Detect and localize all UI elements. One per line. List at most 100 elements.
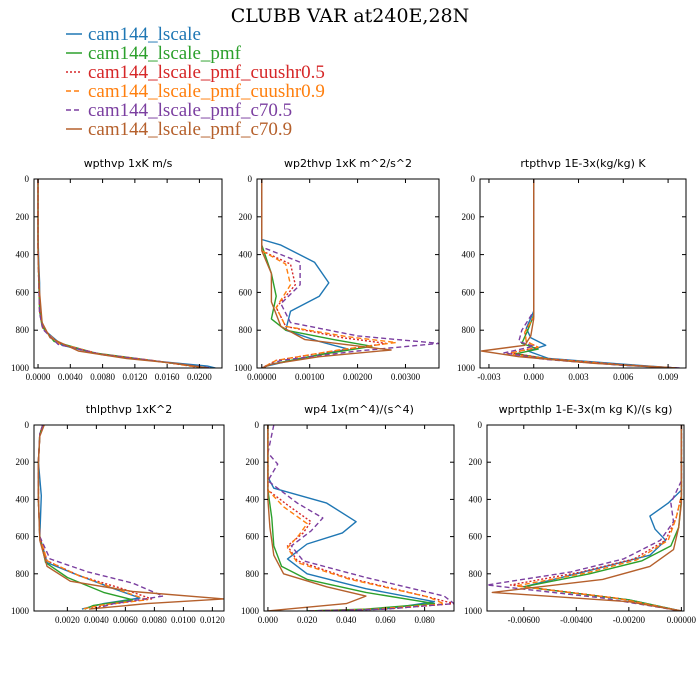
x-tick-label: 0.003 bbox=[568, 372, 589, 382]
series-line-cam144_lscale_pmf_c70.9 bbox=[267, 425, 367, 611]
x-tick-label: 0.040 bbox=[336, 615, 357, 625]
series-group bbox=[487, 425, 683, 611]
plot-frame bbox=[33, 424, 225, 612]
series-line-cam144_lscale_pmf bbox=[515, 179, 676, 368]
panel: thlpthvp 1xK^2 0 200 400 600 800 1000 0.0020 0.0… bbox=[11, 403, 225, 625]
series-line-cam144_lscale_pmf_cuushr0.9 bbox=[261, 179, 397, 368]
y-tick-label: 0 bbox=[471, 174, 476, 184]
x-tick-label: 0.0040 bbox=[58, 372, 83, 382]
series-line-cam144_lscale_pmf_c70.5 bbox=[261, 179, 439, 368]
x-tick-label: 0.0120 bbox=[122, 372, 147, 382]
series-line-cam144_lscale_pmf_cuushr0.9 bbox=[37, 425, 148, 610]
y-tick-label: 600 bbox=[246, 532, 260, 542]
series-line-cam144_lscale_pmf_c70.5 bbox=[503, 179, 681, 368]
y-tick-label: 400 bbox=[246, 494, 260, 504]
x-tick-label: 0.000 bbox=[258, 615, 279, 625]
series-line-cam144_lscale bbox=[525, 179, 676, 368]
series-line-cam144_lscale_pmf_cuushr0.9 bbox=[515, 425, 683, 611]
series-line-cam144_lscale_pmf_c70.5 bbox=[37, 425, 164, 610]
series-line-cam144_lscale bbox=[37, 179, 216, 368]
series-line-cam144_lscale_pmf_c70.9 bbox=[37, 179, 208, 368]
x-tick-label: 0.0000 bbox=[26, 372, 51, 382]
y-tick-label: 1000 bbox=[11, 363, 30, 373]
x-tick-label: -0.00600 bbox=[508, 615, 541, 625]
series-line-cam144_lscale_pmf_c70.9 bbox=[37, 425, 224, 610]
legend-entry: cam144_lscale_pmf bbox=[66, 43, 242, 64]
y-tick-label: 1000 bbox=[464, 606, 483, 616]
series-line-cam144_lscale_pmf_cuushr0.5 bbox=[267, 425, 454, 611]
x-tick-label: 0.0080 bbox=[90, 372, 115, 382]
legend-label: cam144_lscale_pmf_cuushr0.5 bbox=[88, 62, 325, 83]
series-group bbox=[37, 179, 216, 368]
panel: rtpthvp 1E-3x(kg/kg) K 0 200 400 600 800 1000-… bbox=[457, 157, 687, 382]
series-line-cam144_lscale_pmf bbox=[267, 425, 436, 611]
legend-entry: cam144_lscale_pmf_c70.9 bbox=[66, 119, 292, 140]
x-tick-label: 0.00300 bbox=[391, 372, 421, 382]
y-tick-label: 400 bbox=[16, 494, 30, 504]
panel-title: wprtpthlp 1-E-3x(m kg K)/(s kg) bbox=[499, 403, 673, 416]
x-tick-label: 0.0160 bbox=[155, 372, 180, 382]
series-line-cam144_lscale_pmf_cuushr0.5 bbox=[37, 179, 204, 368]
y-tick-label: 400 bbox=[462, 250, 476, 260]
panel: wprtpthlp 1-E-3x(m kg K)/(s kg) 0 200 400 60… bbox=[464, 403, 696, 625]
panel-title: wp4 1x(m^4)/(s^4) bbox=[304, 403, 414, 416]
y-tick-label: 600 bbox=[462, 287, 476, 297]
series-line-cam144_lscale_pmf_c70.9 bbox=[261, 179, 392, 368]
y-tick-label: 0 bbox=[25, 420, 30, 430]
y-tick-label: 600 bbox=[239, 287, 253, 297]
y-tick-label: 800 bbox=[16, 325, 30, 335]
legend-entry: cam144_lscale bbox=[66, 24, 201, 45]
y-tick-label: 0 bbox=[255, 420, 260, 430]
y-tick-label: 200 bbox=[239, 212, 253, 222]
series-group bbox=[267, 425, 454, 611]
series-line-cam144_lscale_pmf_cuushr0.9 bbox=[267, 425, 445, 611]
legend-label: cam144_lscale_pmf_cuushr0.9 bbox=[88, 81, 325, 102]
series-line-cam144_lscale bbox=[37, 425, 141, 610]
legend-label: cam144_lscale bbox=[88, 24, 201, 45]
plot-frame bbox=[479, 178, 687, 369]
x-tick-label: -0.00200 bbox=[613, 615, 646, 625]
x-tick-label: 0.0120 bbox=[200, 615, 225, 625]
series-group bbox=[480, 179, 681, 368]
legend-label: cam144_lscale_pmf_c70.9 bbox=[88, 119, 292, 140]
x-tick-label: -0.00400 bbox=[560, 615, 593, 625]
legend-entry: cam144_lscale_pmf_cuushr0.5 bbox=[66, 62, 325, 83]
y-tick-label: 800 bbox=[469, 569, 483, 579]
series-line-cam144_lscale_pmf_c70.5 bbox=[487, 425, 683, 611]
legend-label: cam144_lscale_pmf_c70.5 bbox=[88, 100, 292, 121]
plot-frame bbox=[256, 178, 440, 369]
x-tick-label: 0.00000 bbox=[247, 372, 277, 382]
series-line-cam144_lscale bbox=[267, 425, 436, 611]
series-group bbox=[261, 179, 439, 368]
y-tick-label: 0 bbox=[25, 174, 30, 184]
series-line-cam144_lscale_pmf_cuushr0.9 bbox=[37, 179, 204, 368]
series-line-cam144_lscale_pmf_c70.9 bbox=[491, 425, 683, 611]
y-tick-label: 1000 bbox=[241, 606, 260, 616]
panel-title: rtpthvp 1E-3x(kg/kg) K bbox=[520, 157, 646, 170]
series-line-cam144_lscale bbox=[523, 425, 683, 611]
x-tick-label: 0.020 bbox=[297, 615, 318, 625]
x-tick-label: 0.0200 bbox=[187, 372, 212, 382]
y-tick-label: 0 bbox=[248, 174, 253, 184]
y-tick-label: 1000 bbox=[457, 363, 476, 373]
y-tick-label: 200 bbox=[16, 212, 30, 222]
series-line-cam144_lscale_pmf bbox=[37, 179, 208, 368]
x-tick-label: 0.0060 bbox=[113, 615, 138, 625]
y-tick-label: 400 bbox=[16, 250, 30, 260]
x-tick-label: 0.0040 bbox=[84, 615, 109, 625]
series-line-cam144_lscale_pmf_cuushr0.5 bbox=[510, 179, 676, 368]
legend: cam144_lscalecam144_lscale_pmfcam144_lsc… bbox=[66, 24, 325, 140]
y-tick-label: 800 bbox=[462, 325, 476, 335]
series-line-cam144_lscale_pmf bbox=[261, 179, 373, 368]
y-tick-label: 1000 bbox=[11, 606, 30, 616]
y-tick-label: 600 bbox=[469, 532, 483, 542]
x-tick-label: 0.060 bbox=[375, 615, 396, 625]
y-tick-label: 800 bbox=[239, 325, 253, 335]
plot-frame bbox=[486, 424, 685, 612]
series-line-cam144_lscale_pmf_cuushr0.9 bbox=[506, 179, 679, 368]
x-tick-label: 0.009 bbox=[658, 372, 679, 382]
series-group bbox=[37, 425, 224, 610]
x-tick-label: 0.006 bbox=[613, 372, 634, 382]
